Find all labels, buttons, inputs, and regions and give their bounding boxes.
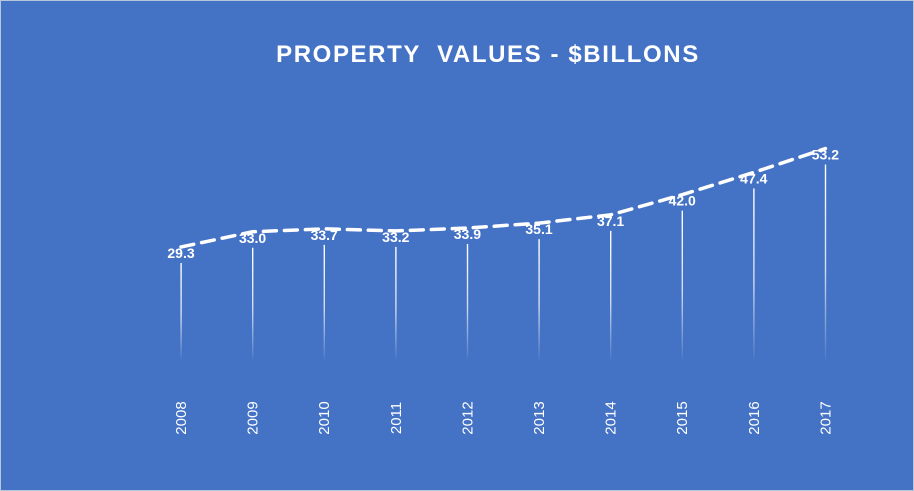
x-tick-label: 2014 [603, 401, 620, 434]
x-tick-label: 2011 [388, 402, 405, 434]
data-label: 33.2 [382, 229, 409, 245]
drop-line [323, 244, 325, 359]
x-tick-label: 2012 [459, 401, 476, 434]
drop-line [753, 188, 755, 359]
drop-line [466, 244, 469, 359]
data-label: 35.1 [525, 221, 552, 237]
x-tick-label: 2009 [245, 401, 262, 434]
drop-line [395, 246, 397, 359]
series-line [179, 146, 828, 249]
x-tick-label: 2010 [316, 401, 333, 434]
data-label: 33.9 [454, 226, 481, 242]
drop-line [538, 239, 540, 359]
x-tick-label: 2008 [173, 401, 190, 434]
data-label: 33.7 [311, 227, 338, 243]
drop-line [252, 247, 254, 359]
data-label: 42.0 [669, 193, 696, 209]
x-tick-label: 2013 [531, 401, 548, 434]
drop-line [824, 164, 827, 359]
data-label: 53.2 [812, 147, 839, 163]
data-label: 29.3 [167, 245, 194, 261]
x-tick-label: 2016 [746, 401, 763, 434]
drop-line [681, 210, 683, 359]
data-label: 47.4 [740, 170, 767, 186]
x-tick-label: 2015 [674, 401, 691, 434]
data-label: 37.1 [597, 213, 624, 229]
chart-title: PROPERTY VALUES - $BILLONS [276, 41, 700, 68]
x-axis-tick-labels: 2008 2009 2010 2011 2012 2013 2014 2015 2016 2017 [173, 401, 834, 434]
data-label: 33.0 [239, 230, 266, 246]
x-tick-label: 2017 [817, 401, 834, 434]
series-line-path [179, 146, 828, 249]
drop-line [180, 263, 182, 359]
drop-lines [180, 164, 827, 359]
drop-line [610, 230, 612, 359]
data-labels: 29.3 33.0 33.7 33.2 33.9 35.1 37.1 42.0 47.4 53.2 [167, 147, 839, 261]
